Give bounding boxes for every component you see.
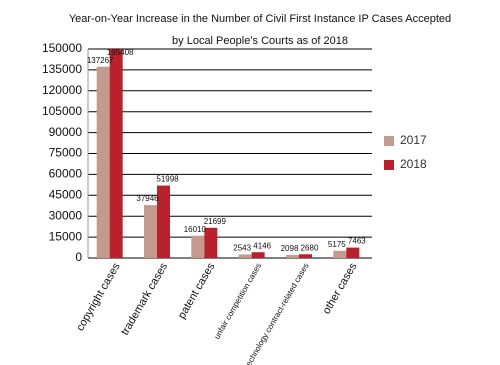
- x-tick-label: trademark cases: [119, 261, 170, 338]
- y-tick-label: 30000: [49, 208, 83, 222]
- value-label: 2680: [301, 243, 319, 252]
- bar: [96, 66, 110, 258]
- value-label: 51998: [156, 175, 179, 184]
- value-label: 4146: [253, 241, 271, 250]
- x-tick-label: patent cases: [176, 261, 218, 321]
- bar: [238, 254, 252, 258]
- bar: [157, 185, 170, 258]
- y-tick-label: 135000: [42, 62, 82, 76]
- bar: [346, 247, 360, 258]
- bar: [144, 205, 157, 258]
- value-label: 21699: [204, 217, 227, 226]
- value-label: 195408: [107, 48, 134, 57]
- bar: [251, 252, 265, 258]
- y-tick-label: 45000: [49, 187, 83, 201]
- value-label: 7463: [348, 237, 366, 246]
- bar: [299, 254, 312, 258]
- bar: [286, 255, 299, 258]
- x-tick-label: other cases: [321, 261, 360, 317]
- bar: [191, 235, 205, 258]
- y-tick-label: 150000: [42, 41, 82, 55]
- bar: [204, 227, 218, 258]
- value-label: 2098: [281, 244, 299, 253]
- y-tick-label: 105000: [42, 104, 82, 118]
- chart-title: Year-on-Year Increase in the Number of C…: [69, 13, 451, 25]
- y-tick-label: 90000: [49, 125, 83, 139]
- bar: [333, 250, 347, 258]
- y-tick-label: 60000: [49, 167, 83, 181]
- y-tick-label: 15000: [49, 229, 83, 243]
- x-tick-label: unfair competition cases: [212, 262, 263, 341]
- y-tick-label: 120000: [42, 83, 82, 97]
- value-label: 37946: [136, 194, 159, 203]
- legend-label: 2018: [400, 157, 427, 171]
- bar: [109, 49, 123, 258]
- chart-subtitle: by Local People’s Courts as of 2018: [172, 35, 348, 47]
- x-tick-label: copyright cases: [74, 261, 123, 334]
- y-tick-label: 75000: [49, 146, 83, 160]
- legend-label: 2017: [400, 133, 427, 147]
- legend-swatch: [384, 136, 394, 146]
- y-tick-label: 0: [75, 250, 82, 264]
- legend-swatch: [384, 160, 394, 170]
- value-label: 16010: [184, 225, 207, 234]
- value-label: 137267: [87, 56, 114, 65]
- value-label: 2543: [233, 244, 251, 253]
- value-label: 5175: [328, 240, 346, 249]
